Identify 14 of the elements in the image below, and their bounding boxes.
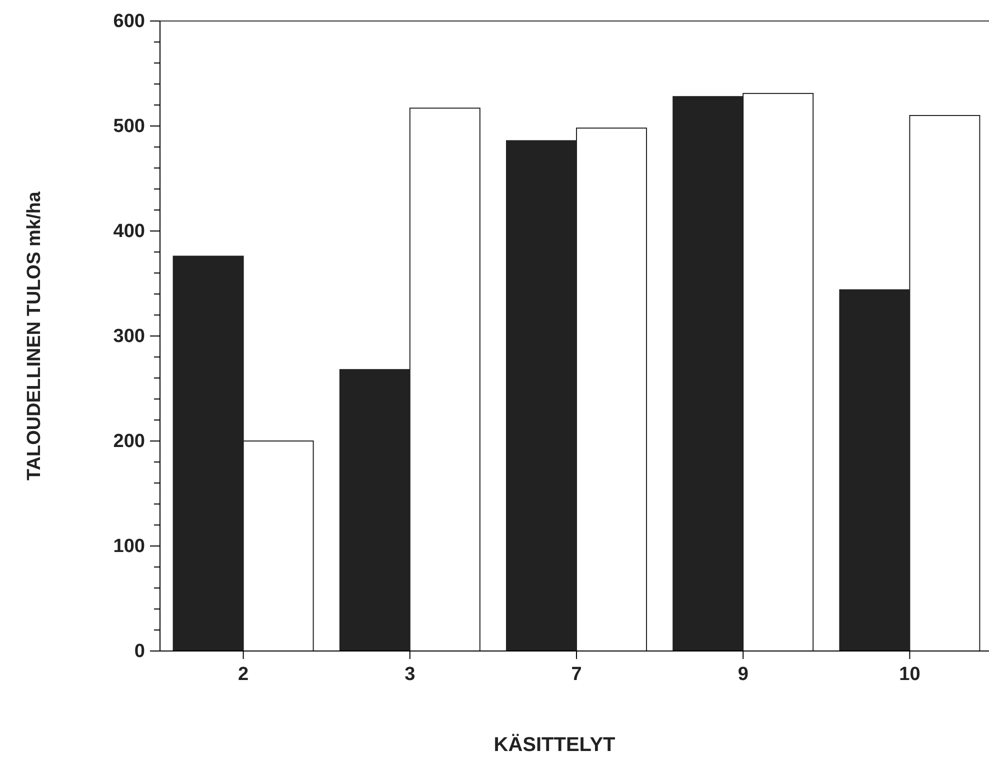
y-tick-label: 100 bbox=[113, 536, 145, 558]
x-tick-label: 10 bbox=[899, 664, 920, 685]
y-tick-label: 400 bbox=[113, 221, 145, 242]
y-tick-label: 500 bbox=[113, 116, 145, 138]
x-tick-label: 3 bbox=[404, 664, 416, 685]
y-tick-label: 300 bbox=[113, 326, 145, 348]
x-tick-label: 2 bbox=[238, 664, 249, 685]
x-tick-label: 9 bbox=[738, 664, 748, 685]
x-axis-title: KÄSITTELYT bbox=[494, 733, 616, 756]
y-tick-label: 0 bbox=[134, 641, 145, 662]
y-axis-title: TALOUDELLINEN TULOS mk/ha bbox=[24, 191, 45, 480]
y-tick-label: 200 bbox=[113, 431, 145, 452]
y-tick-label: 600 bbox=[113, 11, 145, 32]
x-tick-label: 7 bbox=[571, 664, 582, 685]
